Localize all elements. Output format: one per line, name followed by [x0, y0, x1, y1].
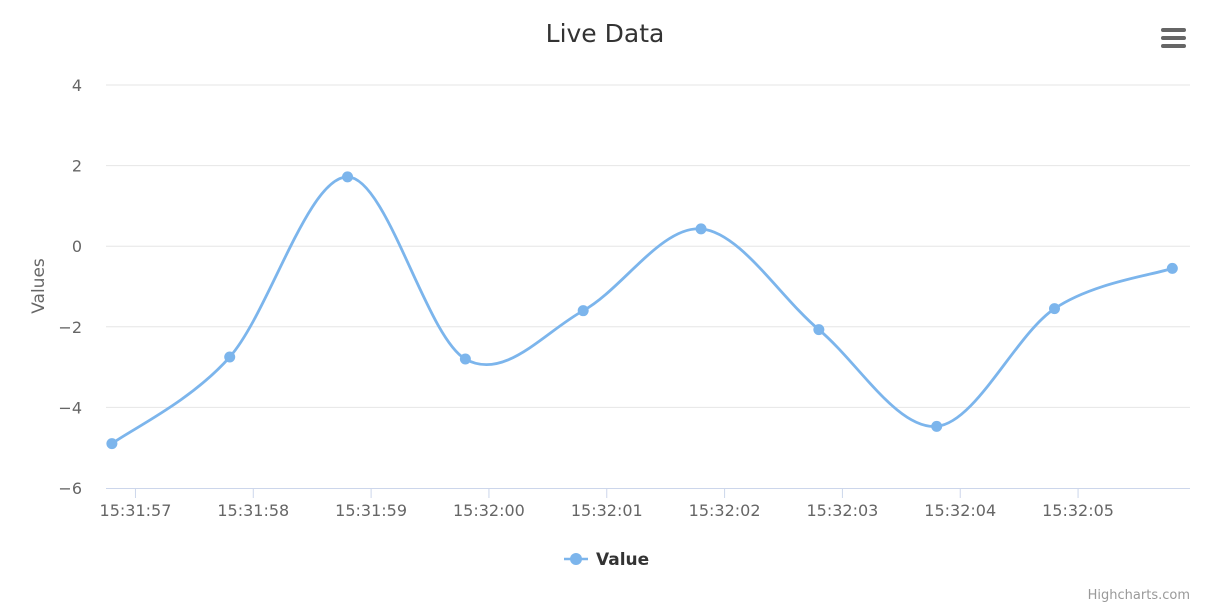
data-point[interactable] [342, 171, 354, 183]
x-tick-label: 15:31:58 [217, 501, 289, 520]
y-tick-label: 0 [72, 237, 82, 256]
y-tick-label: −2 [58, 318, 82, 337]
y-tick-label: −6 [58, 479, 82, 498]
legend-item-value[interactable]: Value [564, 550, 649, 570]
hamburger-menu-icon [1161, 28, 1186, 48]
chart-title: Live Data [546, 19, 665, 48]
data-point[interactable] [931, 420, 943, 432]
x-tick-label: 15:32:05 [1042, 501, 1114, 520]
legend-marker-symbol [570, 553, 582, 565]
data-point[interactable] [577, 305, 589, 317]
y-axis-title: Values [29, 258, 49, 314]
x-axis-ticks [134, 488, 1079, 498]
x-tick-label: 15:32:03 [806, 501, 878, 520]
x-tick-label: 15:32:02 [689, 501, 761, 520]
x-tick-label: 15:32:04 [924, 501, 996, 520]
data-point[interactable] [1049, 303, 1060, 315]
y-axis-labels: 4 2 0 −2 −4 −6 [58, 76, 82, 498]
data-point[interactable] [813, 324, 825, 336]
y-gridlines [106, 84, 1190, 408]
data-point[interactable] [459, 353, 471, 365]
data-point[interactable] [224, 351, 236, 363]
series-line [110, 175, 1174, 446]
y-tick-label: 4 [72, 76, 82, 95]
y-tick-label: −4 [58, 398, 82, 417]
x-axis-labels: 15:31:57 15:31:58 15:31:59 15:32:00 15:32:01… [100, 501, 1114, 520]
data-point[interactable] [695, 223, 707, 235]
legend-label: Value [596, 550, 649, 570]
data-point[interactable] [106, 438, 118, 450]
series-value [106, 171, 1178, 450]
x-tick-label: 15:32:01 [571, 501, 643, 520]
x-tick-label: 15:31:57 [100, 501, 172, 520]
credits-link[interactable]: Highcharts.com [1088, 588, 1190, 603]
chart-context-menu-button[interactable] [1156, 24, 1190, 54]
y-tick-label: 2 [72, 157, 82, 176]
data-point[interactable] [1166, 262, 1178, 274]
x-tick-label: 15:31:59 [335, 501, 407, 520]
x-tick-label: 15:32:00 [453, 501, 525, 520]
